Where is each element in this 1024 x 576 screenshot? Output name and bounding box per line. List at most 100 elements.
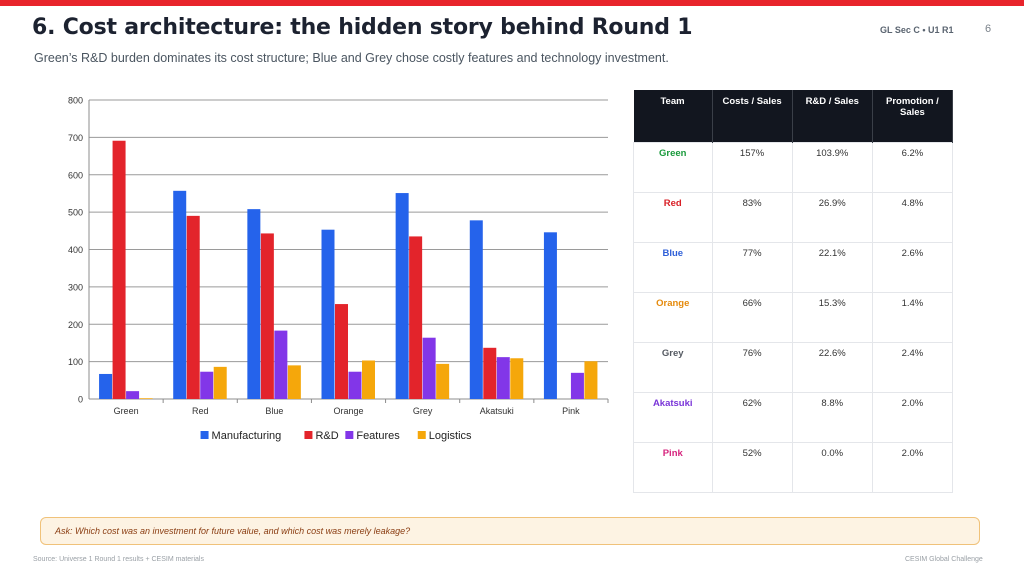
y-tick-label: 800 [68,96,83,106]
ratio-cell: 8.8% [791,392,873,443]
bar-manufacturing-green [99,373,113,399]
ratio-cell: 157% [711,142,793,193]
table-header-cell: R&D / Sales [792,90,873,143]
source-note: Source: Universe 1 Round 1 results + CES… [33,556,204,563]
x-tick-label: Blue [265,406,283,416]
ratio-cell: 22.6% [791,342,873,393]
cost-bar-chart: 0 100 200 300 400 500 600 700 800 Green Red Blue Ora… [68,96,609,442]
legend-swatch [417,431,426,439]
bar-logistics-grey [436,363,450,399]
table-row: Grey 76% 22.6% 2.4% [633,342,954,393]
table-row: Blue 77% 22.1% 2.6% [633,242,954,293]
x-tick-label: Red [192,406,209,416]
legend-swatch [304,431,313,439]
ratio-cell: 26.9% [791,192,873,243]
y-tick-label: 700 [68,133,83,143]
x-tick-label: Green [114,406,139,416]
bar-features-orange [348,371,362,399]
table-header-cell: Costs / Sales [712,90,793,143]
bar-rd-grey [409,236,423,399]
legend-swatch [200,431,209,439]
ratio-cell: 66% [711,292,793,343]
bar-features-grey [422,337,436,399]
bar-manufacturing-grey [395,193,409,399]
table-row: Orange 66% 15.3% 1.4% [633,292,954,343]
ratio-cell: 2.6% [871,242,954,293]
bar-rd-blue [260,233,274,399]
bar-logistics-green [139,398,153,399]
ratio-cell: 62% [711,392,793,443]
bar-manufacturing-red [173,190,187,399]
bar-features-red [200,371,214,399]
table-body: Green 157% 103.9% 6.2% Red 83% 26.9% 4.8% Blue 77… [633,142,954,493]
legend-label: Features [356,430,400,442]
ratio-cell: 52% [711,442,793,493]
ratio-cell: 22.1% [791,242,873,293]
y-tick-label: 100 [68,357,83,367]
table-header-row: Team Costs / Sales R&D / Sales Promotion / … [633,90,954,143]
bar-logistics-blue [287,365,301,399]
x-tick-label: Orange [333,406,363,416]
bar-logistics-red [213,366,227,399]
table-row: Red 83% 26.9% 4.8% [633,192,954,243]
x-tick-label: Grey [413,406,433,416]
team-name-cell: Blue [633,242,713,293]
team-name-cell: Orange [633,292,713,343]
x-tick-label: Akatsuki [480,406,514,416]
bar-rd-orange [335,304,348,399]
y-tick-label: 300 [68,282,83,292]
ratio-cell: 15.3% [791,292,873,343]
ratio-table: Team Costs / Sales R&D / Sales Promotion / … [633,90,954,493]
bar-features-pink [570,372,584,399]
table-header-cell: Promotion / Sales [872,90,954,143]
table-header-cell: Team [633,90,713,143]
team-name-cell: Pink [633,442,713,493]
bar-rd-red [186,215,200,399]
team-name-cell: Green [633,142,713,193]
ratio-cell: 83% [711,192,793,243]
bar-manufacturing-akatsuki [469,220,483,399]
team-name-cell: Akatsuki [633,392,713,443]
y-tick-label: 500 [68,208,83,218]
ratio-cell: 1.4% [871,292,954,343]
discussion-question: Ask: Which cost was an investment for fu… [40,517,980,545]
team-name-cell: Grey [633,342,713,393]
legend-label: R&D [315,430,338,442]
bar-rd-akatsuki [483,347,497,399]
bar-logistics-orange [362,360,375,399]
bar-rd-green [112,140,126,399]
page-number: 6 [985,23,992,35]
team-name-cell: Red [633,192,713,243]
legend-swatch [345,431,354,439]
section-tag: GL Sec C • U1 R1 [880,25,954,35]
bar-features-blue [274,330,288,399]
bar-manufacturing-pink [543,232,557,399]
ratio-cell: 6.2% [871,142,954,193]
legend-label: Manufacturing [212,430,282,442]
ratio-cell: 2.0% [871,392,954,443]
ratio-cell: 0.0% [791,442,873,493]
y-tick-label: 400 [68,245,83,255]
bar-manufacturing-orange [321,229,335,399]
y-tick-label: 600 [68,170,83,180]
bar-features-akatsuki [496,357,510,399]
x-tick-label: Pink [562,406,580,416]
bar-logistics-pink [584,361,598,399]
table-row: Pink 52% 0.0% 2.0% [633,442,954,493]
bar-logistics-akatsuki [510,358,524,399]
y-tick-label: 0 [78,395,83,405]
legend-label: Logistics [429,430,472,442]
ratio-cell: 103.9% [791,142,873,193]
ratio-cell: 2.4% [871,342,954,393]
table-row: Akatsuki 62% 8.8% 2.0% [633,392,954,443]
top-accent-bar [0,0,1024,6]
brand-footer: CESIM Global Challenge [905,556,983,563]
ratio-cell: 4.8% [871,192,954,243]
ratio-cell: 76% [711,342,793,393]
bar-features-green [126,391,140,399]
page-title: 6. Cost architecture: the hidden story b… [32,15,693,40]
y-tick-label: 200 [68,320,83,330]
ratio-cell: 77% [711,242,793,293]
ratio-cell: 2.0% [871,442,954,493]
page-subtitle: Green’s R&D burden dominates its cost st… [34,51,669,65]
